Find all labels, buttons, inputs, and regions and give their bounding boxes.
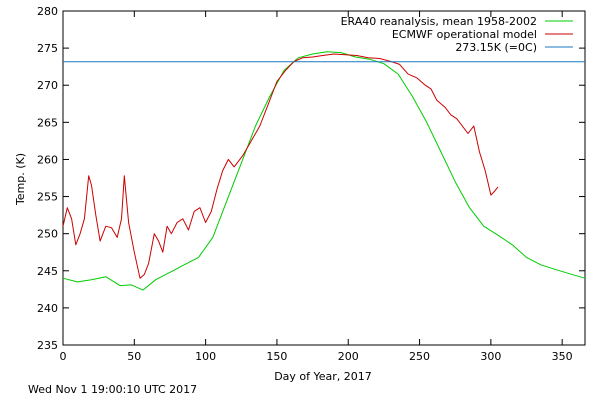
- legend-label: ECMWF operational model: [392, 28, 537, 41]
- x-tick-label: 50: [127, 350, 141, 363]
- x-tick-label: 150: [266, 350, 287, 363]
- plot-area: 235 240 245 250 255 260 265 270 275 280 0 50 100 150 2…: [37, 5, 586, 363]
- y-tick-label: 260: [37, 153, 58, 166]
- y-tick-label: 235: [37, 339, 58, 352]
- x-tick-label: 0: [60, 350, 67, 363]
- x-tick-label: 350: [552, 350, 573, 363]
- x-tick-label: 300: [480, 350, 501, 363]
- x-axis-label: Day of Year, 2017: [274, 370, 372, 383]
- y-tick-label: 275: [37, 42, 58, 55]
- y-axis-label: Temp. (K): [14, 153, 27, 206]
- y-tick-label: 240: [37, 302, 58, 315]
- x-tick-label: 250: [409, 350, 430, 363]
- y-tick-label: 265: [37, 116, 58, 129]
- y-tick-label: 280: [37, 5, 58, 18]
- x-tick-label: 100: [195, 350, 216, 363]
- y-tick-label: 250: [37, 228, 58, 241]
- y-tick-label: 270: [37, 79, 58, 92]
- y-tick-label: 255: [37, 191, 58, 204]
- timestamp-footer: Wed Nov 1 19:00:10 UTC 2017: [28, 383, 198, 396]
- x-tick-label: 200: [338, 350, 359, 363]
- y-tick-label: 245: [37, 265, 58, 278]
- plot-frame: [62, 10, 586, 346]
- era40-reanalysis-line: [62, 51, 586, 291]
- legend-label: ERA40 reanalysis, mean 1958-2002: [341, 15, 537, 28]
- ecmwf-operational-line: [62, 53, 499, 279]
- legend-label: 273.15K (=0C): [455, 41, 537, 54]
